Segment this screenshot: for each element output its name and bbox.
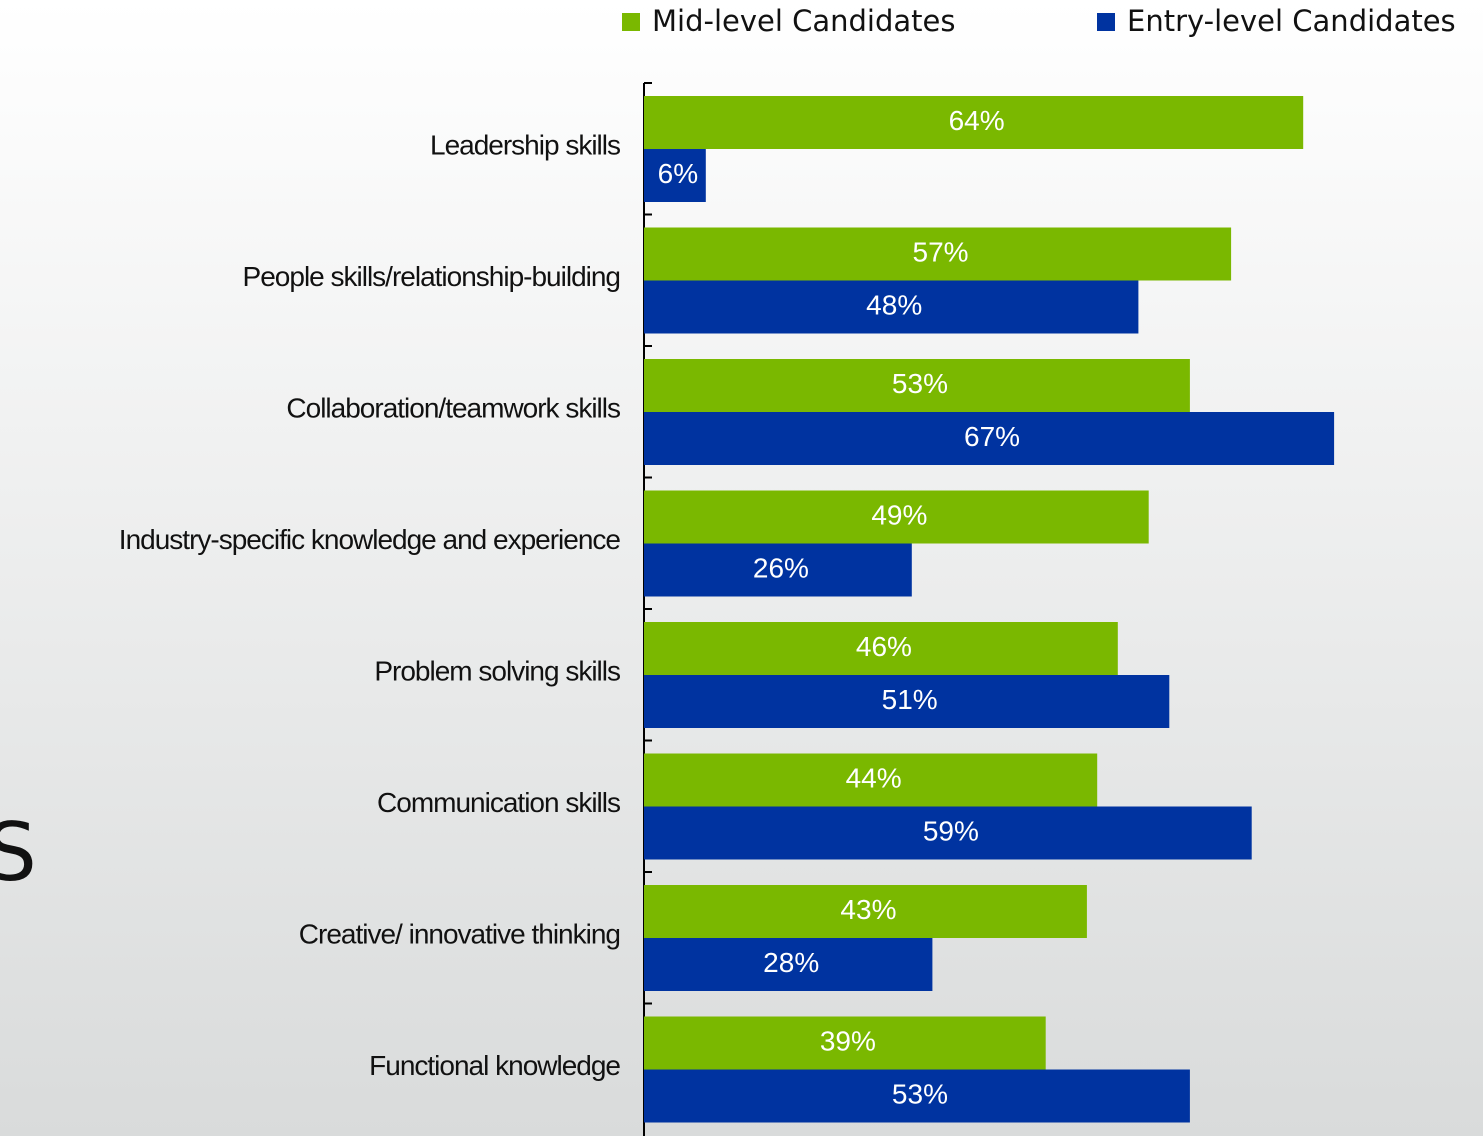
bar	[644, 490, 1149, 544]
legend-label: Entry-level Candidates	[1127, 4, 1456, 38]
y-tick-label: Creative/ innovative thinking	[299, 918, 620, 949]
y-tick-label: Problem solving skills	[374, 655, 620, 686]
bar	[644, 1016, 1046, 1070]
bar	[644, 938, 933, 991]
y-tick-label: Functional knowledge	[369, 1050, 620, 1081]
value-label: 64%	[949, 105, 1005, 136]
value-label: 46%	[856, 631, 912, 662]
bar	[644, 675, 1170, 728]
bar	[644, 1069, 1190, 1123]
value-label: 6%	[658, 158, 698, 189]
bar	[644, 806, 1252, 860]
y-tick-label: Industry-specific knowledge and experien…	[119, 524, 621, 555]
annotation: S	[0, 806, 37, 899]
value-label: 53%	[892, 1078, 948, 1109]
y-tick-label: People skills/relationship-building	[243, 261, 620, 292]
bar	[644, 412, 1335, 465]
legend-swatch	[622, 13, 640, 31]
y-tick-label: Collaboration/teamwork skills	[286, 392, 620, 423]
value-label: 44%	[846, 762, 902, 793]
y-tick-label: Communication skills	[377, 787, 620, 818]
value-label: 48%	[866, 289, 922, 320]
value-label: 67%	[964, 421, 1020, 452]
value-label: 53%	[892, 368, 948, 399]
bar	[644, 753, 1098, 807]
y-tick-label: Leadership skills	[430, 129, 620, 160]
bar	[644, 885, 1087, 938]
value-label: 59%	[923, 815, 979, 846]
value-label: 39%	[820, 1025, 876, 1056]
bar	[644, 543, 912, 597]
legend-swatch	[1097, 13, 1115, 31]
bar	[644, 96, 1304, 149]
legend-label: Mid-level Candidates	[652, 4, 956, 38]
value-label: 28%	[763, 947, 819, 978]
bar	[644, 359, 1190, 412]
bar	[644, 149, 706, 202]
bar	[644, 622, 1118, 675]
value-label: 43%	[840, 894, 896, 925]
value-label: 51%	[882, 684, 938, 715]
value-label: 49%	[871, 499, 927, 530]
bar	[644, 280, 1139, 334]
value-label: 26%	[753, 552, 809, 583]
value-label: 57%	[913, 236, 969, 267]
bar	[644, 227, 1232, 281]
